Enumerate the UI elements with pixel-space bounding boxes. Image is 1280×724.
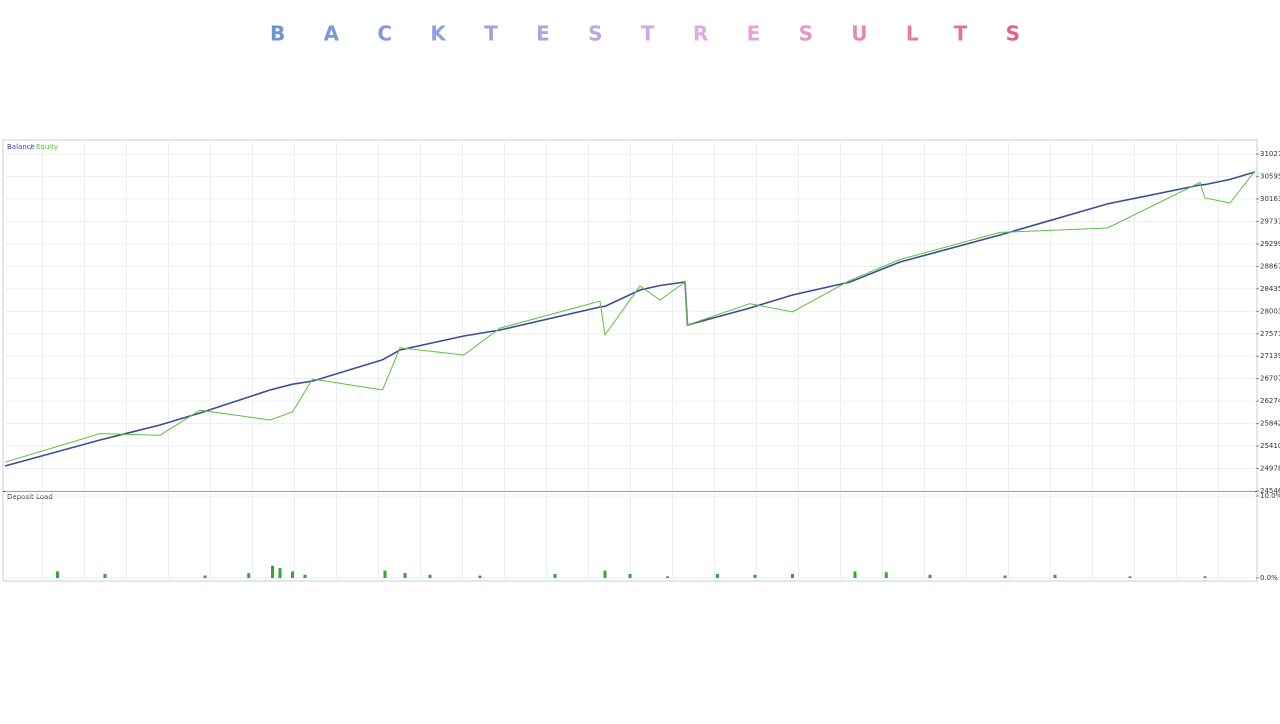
bar bbox=[103, 573, 107, 578]
y-tick-label: 0.0% bbox=[1260, 574, 1278, 582]
bar bbox=[478, 575, 482, 578]
bar bbox=[278, 568, 282, 578]
y-tick-label: 28435 bbox=[1260, 285, 1280, 293]
grid-background bbox=[5, 142, 1255, 491]
y-tick-label: 31027 bbox=[1260, 150, 1280, 158]
bar bbox=[1003, 575, 1007, 578]
bar bbox=[1203, 576, 1207, 578]
y-tick-label: 26274 bbox=[1260, 397, 1280, 405]
legend-separator: / bbox=[30, 143, 33, 151]
y-tick-label: 28867 bbox=[1260, 262, 1280, 270]
y-tick-label: 24978 bbox=[1260, 465, 1280, 473]
bar bbox=[303, 574, 307, 578]
y-tick-label: 28003 bbox=[1260, 307, 1280, 315]
bar bbox=[428, 574, 432, 578]
y-tick-label: 10.0% bbox=[1260, 492, 1280, 500]
bar bbox=[603, 570, 607, 578]
legend-entry: Equity bbox=[36, 143, 58, 151]
bar bbox=[203, 575, 207, 578]
y-tick-label: 24546 bbox=[1260, 487, 1280, 495]
bar bbox=[716, 573, 719, 578]
bar bbox=[1053, 574, 1057, 578]
y-tick-label: 27571 bbox=[1260, 330, 1280, 338]
y-tick-label: 29731 bbox=[1260, 217, 1280, 225]
y-tick-label: 25410 bbox=[1260, 442, 1280, 450]
y-tick-label: 26707 bbox=[1260, 375, 1280, 383]
bar bbox=[1128, 576, 1132, 578]
bar bbox=[403, 573, 407, 578]
bar bbox=[666, 576, 669, 578]
bar bbox=[753, 574, 757, 578]
y-tick-label: 30595 bbox=[1260, 173, 1280, 181]
series-line bbox=[4, 170, 1256, 463]
bar bbox=[56, 571, 59, 578]
bar bbox=[271, 565, 274, 578]
y-tick-label: 29299 bbox=[1260, 240, 1280, 248]
bar bbox=[884, 572, 888, 578]
bar bbox=[791, 573, 794, 578]
grid-background bbox=[5, 494, 1255, 579]
legend-entry: Balance bbox=[7, 143, 35, 151]
bar bbox=[291, 571, 294, 578]
bar bbox=[628, 573, 632, 578]
bar bbox=[247, 573, 251, 578]
series-line bbox=[4, 171, 1256, 467]
page-title: BACKTESTRESULTS bbox=[270, 22, 1020, 46]
bar bbox=[383, 570, 387, 578]
bar bbox=[853, 571, 857, 578]
y-tick-label: 27139 bbox=[1260, 352, 1280, 360]
bar bbox=[928, 574, 932, 578]
panel-title: Deposit Load bbox=[7, 493, 53, 501]
bar bbox=[553, 573, 557, 578]
